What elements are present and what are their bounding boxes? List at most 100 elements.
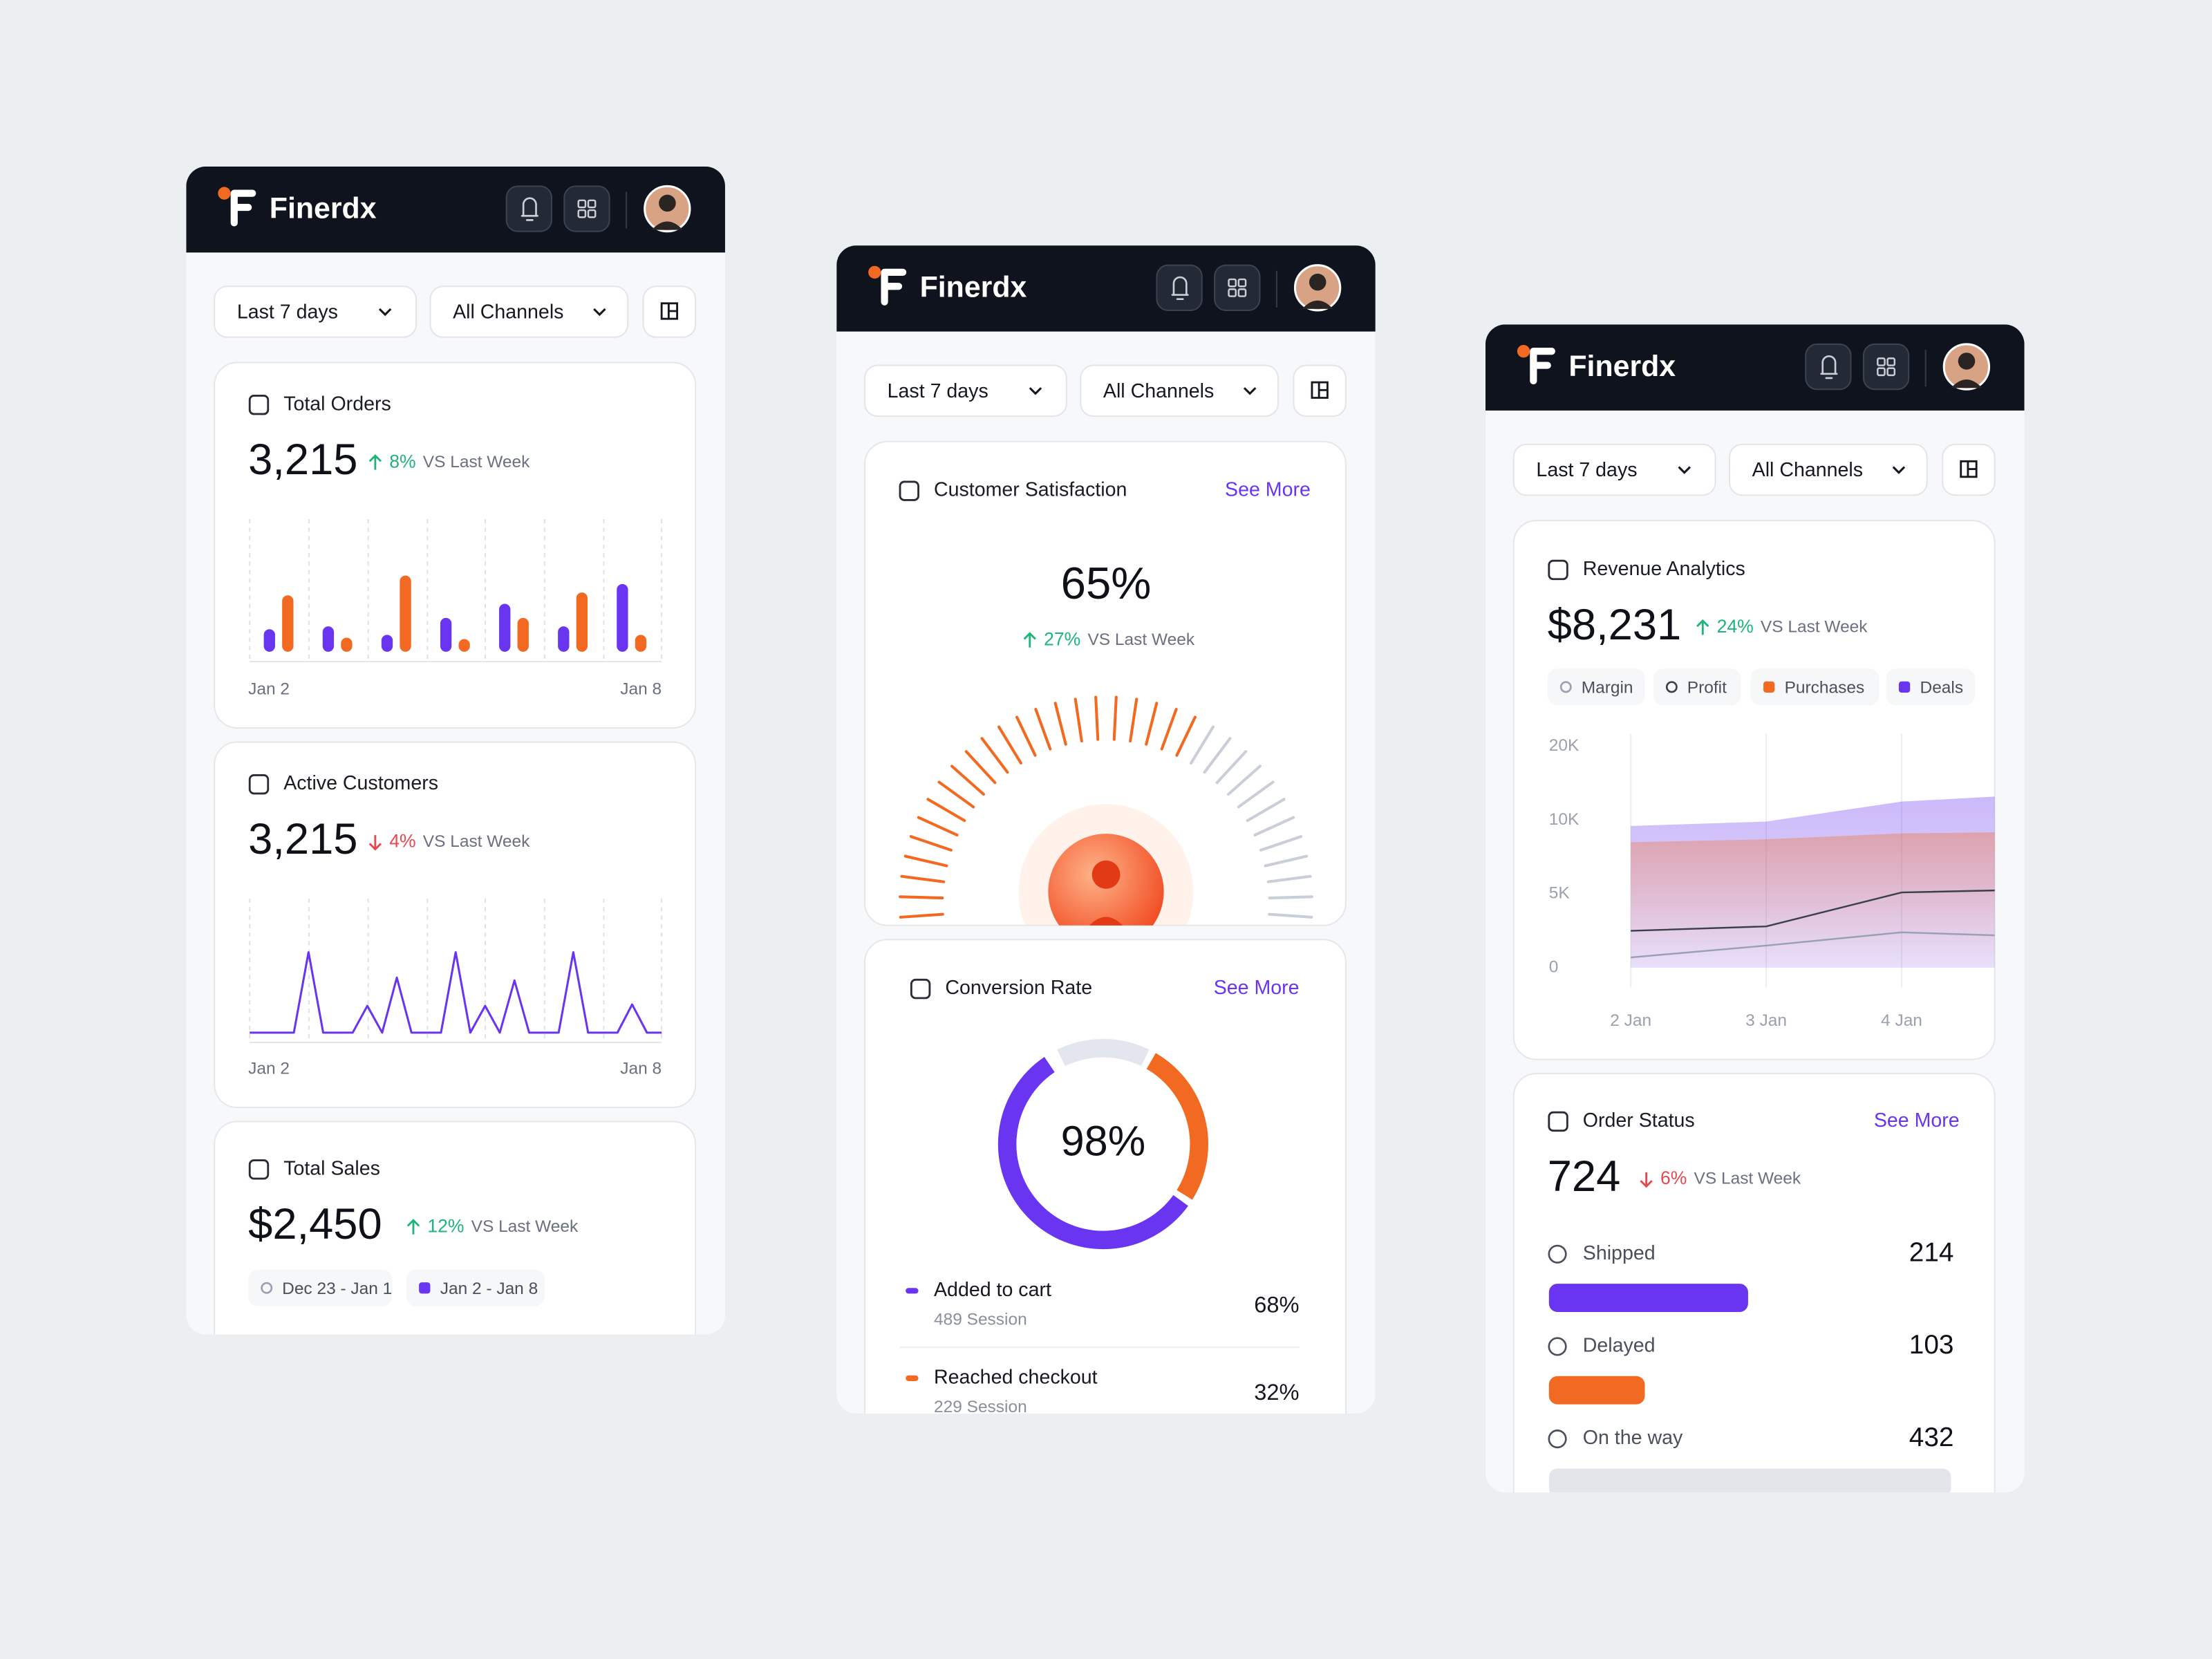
apps-icon: [1228, 288, 1237, 297]
see-more-link[interactable]: See More: [1225, 479, 1311, 501]
status-bar: [1548, 1468, 1951, 1493]
up-arrow: [1023, 632, 1036, 648]
status-label: Shipped: [1583, 1242, 1656, 1264]
apps-icon: [1886, 367, 1896, 377]
status-bar: [1548, 1376, 1645, 1405]
donut-center-label: 98%: [1061, 1117, 1146, 1164]
period-filter[interactable]: [863, 364, 1067, 418]
channel-filter-label: All Channels: [453, 301, 563, 324]
status-icon: [1548, 1337, 1567, 1356]
status-value: 103: [1909, 1330, 1954, 1360]
brand-name: Finerdx: [270, 191, 377, 225]
compare-label: VS Last Week: [1694, 1170, 1801, 1188]
chevron: [1892, 466, 1906, 474]
up-arrow: [368, 454, 382, 470]
legend-swatch: [1763, 681, 1775, 693]
apps-icon: [1228, 278, 1237, 288]
legend-swatch: [1898, 681, 1911, 693]
apps-button[interactable]: [1214, 264, 1261, 311]
period-filter-label: Last 7 days: [237, 301, 338, 324]
bar: [282, 595, 294, 652]
logo-dot: [218, 187, 231, 200]
card-title: Order Status: [1583, 1109, 1695, 1132]
gauge-value: 65%: [1061, 558, 1152, 608]
apps-button[interactable]: [1862, 343, 1910, 391]
bar: [576, 592, 588, 652]
gauge-tick: [1175, 715, 1197, 757]
channel-filter[interactable]: [1729, 443, 1928, 496]
card-title: Total Orders: [283, 393, 391, 415]
kpi-value: 3,215: [248, 815, 357, 863]
card-icon: [248, 774, 270, 795]
notification-button[interactable]: [505, 185, 552, 232]
card-title: Conversion Rate: [945, 977, 1092, 999]
y-tick-label: 0: [1549, 957, 1559, 976]
chevron: [1029, 387, 1042, 395]
gauge-tick: [1190, 725, 1215, 765]
bar: [400, 575, 411, 652]
card-icon: [899, 480, 919, 501]
legend-pill: [1653, 668, 1741, 706]
gauge-tick: [1074, 697, 1083, 743]
area: [1631, 832, 1995, 968]
phone-panel: Finerdx Last 7 days All Channels Total Orde…: [186, 166, 725, 1335]
period-filter[interactable]: [1512, 443, 1716, 496]
notification-button[interactable]: [1805, 343, 1852, 391]
see-more-link[interactable]: See More: [1214, 977, 1300, 999]
row-sub: 229 Session: [934, 1398, 1027, 1414]
card: [1512, 1073, 1996, 1493]
bar: [458, 639, 470, 652]
see-more-link[interactable]: See More: [1874, 1109, 1960, 1132]
logo-dot: [868, 265, 881, 279]
status-label: Delayed: [1583, 1334, 1656, 1356]
x-tick-label: Jan 2: [248, 1059, 290, 1078]
gauge-tick: [1268, 912, 1313, 919]
gauge-tick: [1237, 780, 1275, 809]
apps-icon: [1237, 278, 1247, 288]
gauge-tick: [1015, 715, 1037, 757]
status-icon: [1548, 1430, 1567, 1449]
gauge-tick: [1266, 874, 1312, 883]
gauge-tick: [926, 798, 966, 823]
kpi-value: 724: [1548, 1152, 1621, 1201]
bar: [558, 626, 570, 652]
channel-filter[interactable]: [429, 285, 629, 338]
compare-label: VS Last Week: [1761, 618, 1868, 637]
row-label: Added to cart: [934, 1279, 1051, 1301]
up-arrow: [1696, 619, 1709, 635]
gauge-tick: [1268, 895, 1313, 900]
status-bar: [1548, 1284, 1748, 1312]
status-value: 214: [1909, 1238, 1954, 1268]
compare-label: VS Last Week: [423, 453, 530, 471]
gauge-tick: [1112, 695, 1118, 741]
y-tick-label: 10K: [1549, 810, 1580, 829]
channel-filter[interactable]: [1080, 364, 1279, 418]
brand-name: Finerdx: [920, 271, 1027, 304]
legend-swatch: [1559, 681, 1572, 693]
card: [214, 362, 697, 729]
apps-icon: [1877, 357, 1886, 366]
legend-pill: [1750, 668, 1880, 706]
notification-button[interactable]: [1156, 264, 1203, 311]
gauge-tick: [903, 854, 948, 868]
period-filter[interactable]: [214, 285, 418, 338]
down-arrow: [368, 835, 382, 851]
card: [214, 1121, 697, 1335]
legend-pill: [406, 1269, 545, 1306]
layout-icon: [660, 302, 679, 320]
bar: [341, 637, 353, 652]
status-value: 432: [1909, 1423, 1954, 1452]
legend-swatch: [419, 1282, 431, 1294]
y-tick-label: 5K: [1549, 884, 1571, 903]
donut-segment: [997, 1057, 1188, 1250]
apps-button[interactable]: [563, 185, 610, 232]
apps-icon: [577, 199, 587, 209]
bell-icon: [1820, 355, 1838, 379]
donut-segment: [1146, 1053, 1208, 1200]
bar: [499, 603, 511, 652]
change-value: 4%: [389, 830, 415, 851]
gauge-tick: [899, 912, 944, 919]
gauge-tick: [1259, 835, 1303, 852]
phone-panel: Finerdx Last 7 days All Channels Revenue An…: [1485, 324, 2025, 1493]
y-tick-label: 20K: [1549, 736, 1580, 755]
